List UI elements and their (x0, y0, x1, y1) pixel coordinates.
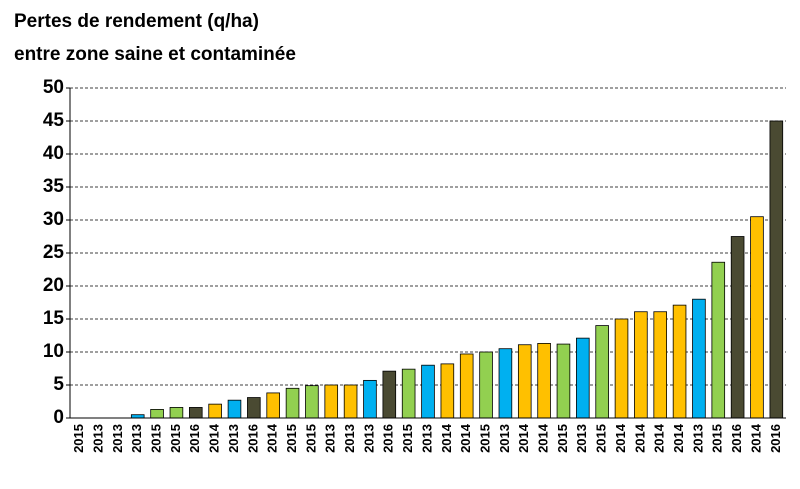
bar (750, 216, 764, 419)
bar (711, 261, 726, 419)
bar (672, 304, 687, 419)
x-tick-label: 2013 (342, 424, 357, 453)
x-tick-label: 2013 (323, 424, 338, 453)
x-tick-label: 2013 (419, 424, 434, 453)
x-tick-label: 2013 (497, 424, 512, 453)
bar (305, 385, 319, 419)
bar (227, 399, 242, 419)
bar (537, 343, 551, 419)
y-tick-label: 35 (43, 176, 65, 197)
bar (208, 403, 222, 419)
x-tick-label: 2015 (284, 424, 299, 453)
x-tick-label: 2015 (149, 424, 164, 453)
x-tick-label: 2014 (748, 423, 763, 453)
y-tick-label: 30 (43, 209, 64, 230)
x-tick-label: 2013 (110, 424, 125, 453)
x-tick-label: 2015 (400, 424, 415, 453)
x-tick-label: 2016 (729, 424, 744, 453)
x-tick-label: 2016 (381, 424, 396, 453)
x-tick-label: 2014 (207, 423, 222, 453)
x-tick-label: 2014 (439, 423, 454, 453)
x-tick-label: 2013 (690, 424, 705, 453)
bar (363, 379, 377, 419)
y-tick-label: 0 (53, 407, 64, 428)
x-tick-label: 2015 (555, 424, 570, 453)
x-tick-label: 2014 (458, 423, 473, 453)
x-tick-label: 2015 (710, 424, 725, 453)
x-tick-label: 2014 (652, 423, 667, 453)
x-tick-label: 2015 (594, 424, 609, 453)
bar (653, 311, 668, 419)
bar (556, 343, 571, 419)
x-tick-label: 2013 (129, 424, 144, 453)
x-tick-label: 2015 (168, 424, 183, 453)
bar (614, 318, 629, 419)
bar (479, 351, 493, 419)
x-tick-label: 2014 (265, 423, 280, 453)
bar (421, 364, 435, 419)
chart-title: entre zone saine et contaminée (14, 44, 296, 65)
bar (576, 337, 590, 419)
bar (401, 368, 416, 419)
bar (595, 325, 609, 419)
bar (188, 407, 203, 419)
x-tick-label: 2016 (187, 424, 202, 453)
bar (498, 348, 513, 419)
x-tick-label: 2014 (632, 423, 647, 453)
bar (343, 384, 358, 419)
bar (459, 353, 474, 419)
bar (382, 370, 397, 419)
x-tick-label: 2016 (245, 424, 260, 453)
bar (169, 407, 184, 419)
x-tick-label: 2015 (71, 424, 86, 453)
bar (150, 409, 164, 419)
y-tick-label: 45 (43, 110, 65, 131)
bar (769, 120, 784, 419)
bar (634, 311, 648, 419)
x-tick-label: 2014 (536, 423, 551, 453)
bar (247, 397, 261, 419)
y-tick-label: 40 (43, 143, 64, 164)
x-tick-label: 2013 (90, 424, 105, 453)
x-tick-label: 2013 (574, 424, 589, 453)
bar (285, 387, 300, 419)
bar (692, 298, 706, 419)
x-tick-label: 2013 (361, 424, 376, 453)
y-tick-label: 20 (43, 275, 64, 296)
y-tick-label: 15 (43, 308, 65, 329)
y-tick-label: 5 (53, 374, 64, 395)
bar (266, 392, 280, 419)
y-tick-label: 50 (43, 77, 64, 98)
x-tick-label: 2013 (226, 424, 241, 453)
x-tick-label: 2016 (768, 424, 783, 453)
bar (517, 344, 532, 419)
x-tick-label: 2015 (303, 424, 318, 453)
bar (730, 236, 745, 419)
bar (324, 384, 339, 419)
y-tick-label: 10 (43, 341, 64, 362)
x-tick-label: 2015 (477, 424, 492, 453)
y-tick-label: 25 (43, 242, 65, 263)
x-tick-label: 2014 (671, 423, 686, 453)
chart-title: Pertes de rendement (q/ha) (14, 11, 259, 32)
x-tick-label: 2014 (613, 423, 628, 453)
bar (440, 363, 455, 419)
x-tick-label: 2014 (516, 423, 531, 453)
